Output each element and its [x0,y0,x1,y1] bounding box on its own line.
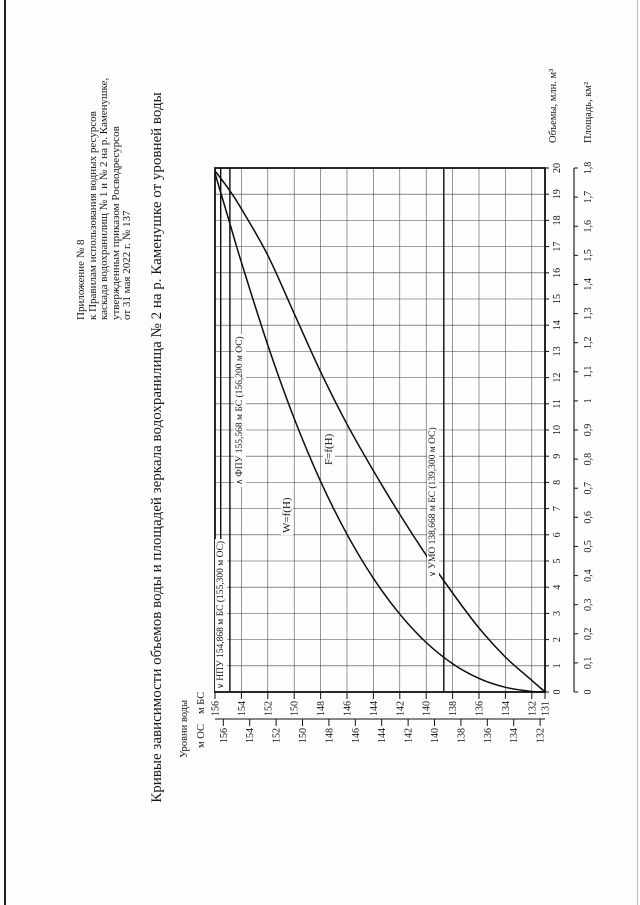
svg-text:1,6: 1,6 [583,220,594,233]
svg-text:18: 18 [552,215,563,225]
svg-text:152: 152 [263,701,274,716]
y-axis-unit-os: м ОС [196,724,207,748]
npu-line-text: НПУ 154,868 м БС (155,300 м ОС) [216,540,226,681]
svg-text:5: 5 [552,559,563,564]
y-axis-title: Уровни воды [179,699,190,758]
svg-text:150: 150 [298,728,309,743]
svg-text:0: 0 [583,690,594,695]
x-axis-title-area: Площадь, км² [583,81,594,143]
curves [214,170,546,693]
svg-text:9: 9 [552,454,563,459]
svg-text:11: 11 [552,399,563,409]
svg-text:20: 20 [552,163,563,173]
svg-text:0,3: 0,3 [583,598,594,611]
svg-text:0,9: 0,9 [583,424,594,437]
svg-text:148: 148 [316,701,327,716]
svg-text:0,4: 0,4 [583,569,594,582]
svg-text:136: 136 [483,728,494,743]
svg-text:134: 134 [509,728,520,743]
svg-text:152: 152 [272,728,283,743]
svg-text:7: 7 [552,506,563,511]
svg-text:0,2: 0,2 [583,628,594,641]
svg-text:2: 2 [552,637,563,642]
svg-text:140: 140 [430,728,441,743]
svg-text:136: 136 [475,701,486,716]
svg-text:16: 16 [552,268,563,278]
svg-text:1,2: 1,2 [583,336,594,349]
svg-text:140: 140 [422,701,433,716]
svg-text:0,1: 0,1 [583,657,594,670]
svg-text:15: 15 [552,294,563,304]
svg-text:142: 142 [395,701,406,716]
svg-text:6: 6 [552,532,563,537]
down-arrow-icon: ∨ [427,570,437,577]
umo-line-label: ∨УМО 138,668 м БС (139,300 м ОС) [427,425,439,579]
chart-axes: 156 154 152 150 148 146 144 142 140 138 136 134 132 1… [211,162,595,743]
svg-text:1,7: 1,7 [583,191,594,204]
svg-text:14: 14 [552,320,563,330]
svg-text:1: 1 [583,398,594,403]
svg-text:142: 142 [404,728,415,743]
svg-text:138: 138 [456,728,467,743]
curve-label-f: F=f(H) [323,431,335,467]
svg-text:134: 134 [501,701,512,716]
svg-text:0,5: 0,5 [583,540,594,553]
npu-line-label: ∨НПУ 154,868 м БС (155,300 м ОС) [215,538,227,691]
svg-text:148: 148 [324,728,335,743]
fpu-line-label: ∧ФПУ 155,568 м БС (156,200 м ОС) [234,334,246,487]
svg-text:8: 8 [552,480,563,485]
curve-W=f(H) [214,172,546,693]
up-arrow-icon: ∧ [234,478,244,485]
svg-text:154: 154 [245,728,256,743]
svg-text:17: 17 [552,242,563,252]
svg-text:4: 4 [552,585,563,590]
svg-text:132: 132 [527,701,538,716]
svg-text:10: 10 [552,425,563,435]
svg-text:1,1: 1,1 [583,366,594,379]
svg-text:1,3: 1,3 [583,307,594,320]
svg-text:1,5: 1,5 [583,249,594,262]
svg-text:0,6: 0,6 [583,511,594,524]
svg-text:138: 138 [448,701,459,716]
down-arrow-icon: ∨ [215,682,225,689]
umo-line-text: УМО 138,668 м БС (139,300 м ОС) [428,427,438,569]
svg-text:131: 131 [541,701,552,716]
svg-text:13: 13 [552,346,563,356]
svg-text:132: 132 [536,728,547,743]
curve-F=f(H) [214,170,546,693]
svg-text:19: 19 [552,189,563,199]
svg-text:156: 156 [219,728,230,743]
svg-text:150: 150 [290,701,301,716]
svg-text:12: 12 [552,373,563,383]
svg-text:0: 0 [552,690,563,695]
svg-text:1,8: 1,8 [583,162,594,175]
svg-text:144: 144 [377,728,388,743]
svg-text:146: 146 [343,701,354,716]
svg-text:154: 154 [237,701,248,716]
svg-text:1: 1 [552,663,563,668]
svg-text:0,7: 0,7 [583,482,594,495]
fpu-line-text: ФПУ 155,568 м БС (156,200 м ОС) [235,336,245,477]
svg-text:0,8: 0,8 [583,453,594,466]
svg-text:144: 144 [369,701,380,716]
curve-label-w: W=f(H) [281,495,293,535]
svg-text:156: 156 [211,701,222,716]
svg-text:3: 3 [552,611,563,616]
svg-text:146: 146 [351,728,362,743]
chart-grid [215,168,545,692]
svg-text:1,4: 1,4 [583,278,594,291]
x-axis-title-volumes: Объемы, млн. м³ [548,68,559,143]
y-axis-unit-bs: м БС [196,691,207,714]
